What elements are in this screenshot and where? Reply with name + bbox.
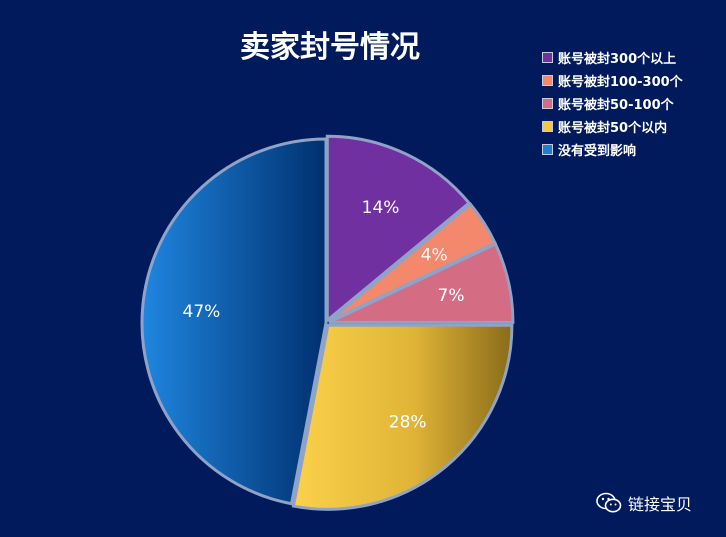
legend-label: 账号被封50-100个 <box>558 98 674 113</box>
slice-300-plus[interactable] <box>325 134 472 324</box>
slice-label: 47% <box>183 302 221 322</box>
legend-label: 账号被封100-300个 <box>558 75 683 90</box>
slice-label: 4% <box>421 245 448 265</box>
legend-swatch <box>542 121 553 132</box>
legend-item-unaffected[interactable]: 没有受到影响 <box>542 138 683 161</box>
legend-swatch <box>542 75 553 86</box>
slice-label: 14% <box>362 198 400 218</box>
slice-unaffected[interactable] <box>140 137 328 506</box>
slice-label: 28% <box>389 413 427 433</box>
watermark: 链接宝贝 <box>596 491 692 515</box>
legend: 账号被封300个以上 账号被封100-300个 账号被封50-100个 账号被封… <box>542 46 683 161</box>
slice-50-100[interactable] <box>328 242 515 324</box>
slice-label: 7% <box>438 286 465 306</box>
legend-label: 账号被封50个以内 <box>558 121 668 136</box>
legend-item-100-300[interactable]: 账号被封100-300个 <box>542 69 683 92</box>
legend-swatch <box>542 98 553 109</box>
slice-under-50[interactable] <box>291 323 514 511</box>
legend-item-under-50[interactable]: 账号被封50个以内 <box>542 115 683 138</box>
legend-swatch <box>542 144 553 155</box>
watermark-text: 链接宝贝 <box>628 495 693 514</box>
legend-item-50-100[interactable]: 账号被封50-100个 <box>542 92 683 115</box>
legend-swatch <box>542 52 553 63</box>
legend-label: 没有受到影响 <box>558 144 637 159</box>
wechat-icon <box>596 492 622 513</box>
chart-title: 卖家封号情况 <box>240 30 420 65</box>
legend-item-300-plus[interactable]: 账号被封300个以上 <box>542 46 683 69</box>
legend-label: 账号被封300个以上 <box>558 52 677 67</box>
